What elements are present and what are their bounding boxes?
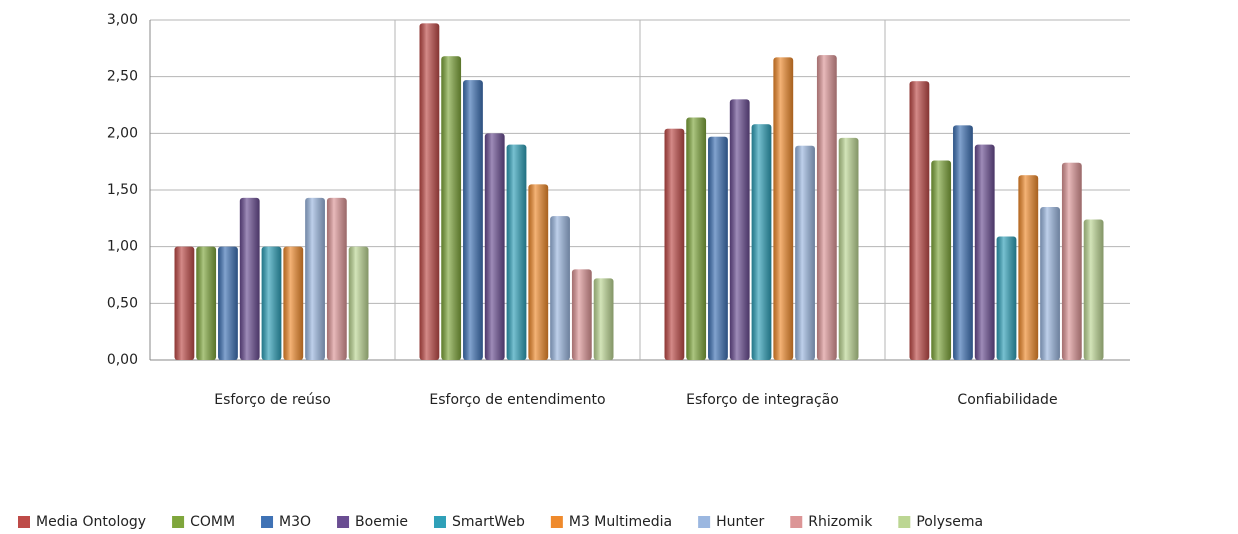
y-tick-label: 0,50: [107, 295, 138, 311]
legend-swatch: [337, 516, 350, 528]
bar-shading: [593, 278, 614, 360]
bar-shading: [326, 197, 347, 360]
bar-shading: [729, 99, 750, 360]
bar-shading: [795, 145, 815, 360]
x-tick-label: Esforço de integração: [686, 392, 839, 408]
bar-shading: [1018, 175, 1039, 360]
bar-shading: [174, 246, 195, 360]
legend-swatch: [898, 516, 911, 528]
legend-label: Media Ontology: [36, 514, 146, 530]
x-tick-label: Esforço de entendimento: [429, 392, 605, 408]
legend-swatch: [18, 516, 30, 528]
bar-shading: [1083, 219, 1104, 360]
bar-shading: [953, 125, 973, 361]
bar-shading: [484, 133, 505, 360]
bar-shading: [506, 144, 527, 360]
bar-shading: [196, 246, 217, 360]
bar-shading: [348, 246, 369, 360]
y-tick-label: 3,00: [107, 12, 138, 28]
x-tick-label: Confiabilidade: [957, 392, 1057, 408]
bar-shading: [550, 216, 570, 360]
bar-shading: [419, 23, 440, 361]
bar-shading: [218, 246, 238, 360]
bar-shading: [773, 57, 794, 361]
bar-shading: [239, 197, 260, 360]
bar-shading: [1040, 207, 1060, 360]
bar-shading: [996, 236, 1017, 360]
legend-label: Boemie: [355, 514, 408, 530]
bar-shading: [571, 269, 592, 360]
bar-shading: [283, 246, 304, 360]
legend-label: Polysema: [916, 514, 983, 530]
bar-shading: [528, 184, 549, 360]
legend-label: SmartWeb: [452, 514, 525, 530]
bar-shading: [751, 124, 772, 361]
bar-shading: [1061, 162, 1082, 360]
y-tick-label: 2,50: [107, 69, 138, 85]
bar-shading: [441, 56, 462, 361]
legend-label: Hunter: [716, 514, 764, 530]
legend-swatch: [433, 516, 446, 528]
bar-shading: [305, 197, 325, 360]
bar-shading: [974, 144, 995, 360]
x-tick-label: Esforço de reúso: [214, 392, 331, 408]
legend-label: COMM: [190, 514, 235, 530]
bar-shading: [931, 160, 952, 360]
legend-swatch: [790, 516, 803, 528]
legend-label: M3O: [279, 514, 311, 530]
y-tick-label: 0,00: [107, 352, 138, 368]
legend-label: M3 Multimedia: [569, 514, 672, 530]
bar-shading: [816, 55, 837, 361]
legend-swatch: [550, 516, 563, 528]
y-tick-label: 1,00: [107, 239, 138, 255]
legend-swatch: [698, 516, 711, 528]
bar-shading: [838, 137, 859, 360]
bar-shading: [664, 128, 685, 360]
legend-label: Rhizomik: [808, 514, 873, 530]
legend-swatch: [261, 516, 274, 528]
y-tick-label: 1,50: [107, 182, 138, 198]
bar-shading: [708, 136, 728, 360]
bar-shading: [909, 81, 930, 360]
bar-shading: [463, 80, 483, 361]
legend-swatch: [172, 516, 185, 528]
y-tick-label: 2,00: [107, 125, 138, 141]
bar-shading: [261, 246, 282, 360]
bar-shading: [686, 117, 707, 360]
